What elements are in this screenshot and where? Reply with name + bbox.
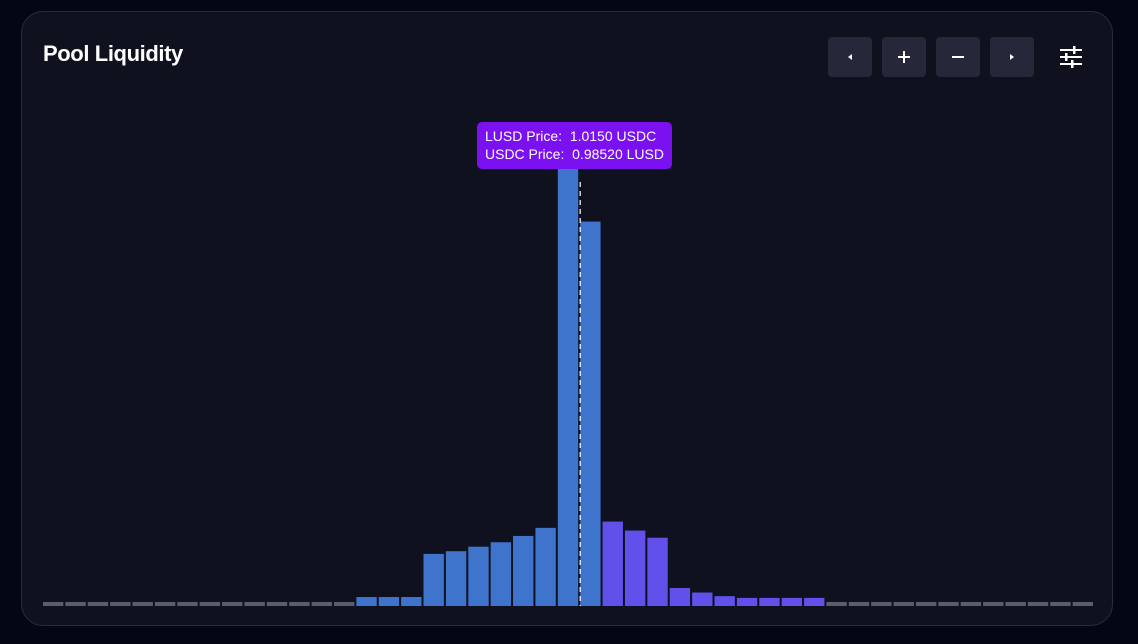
liquidity-bar[interactable]: [490, 542, 512, 606]
liquidity-bar[interactable]: [804, 597, 825, 606]
liquidity-chart: [43, 159, 1093, 606]
minus-icon: [952, 56, 964, 58]
liquidity-bar[interactable]: [1072, 602, 1093, 606]
price-tooltip: LUSD Price: 1.0150 USDC USDC Price: 0.98…: [477, 122, 672, 169]
liquidity-bar[interactable]: [87, 602, 109, 606]
pool-liquidity-card: Pool Liquidity: [21, 11, 1113, 626]
settings-button[interactable]: [1056, 42, 1086, 72]
liquidity-bar[interactable]: [669, 588, 691, 606]
plus-icon: [898, 51, 910, 63]
liquidity-bar[interactable]: [781, 597, 803, 606]
zoom-in-button[interactable]: [882, 37, 926, 77]
liquidity-bar[interactable]: [65, 602, 86, 606]
liquidity-bar[interactable]: [938, 602, 959, 606]
liquidity-bar[interactable]: [154, 602, 176, 606]
usdc-price-label: USDC Price:: [485, 146, 565, 162]
liquidity-bar[interactable]: [759, 597, 780, 606]
page-title: Pool Liquidity: [43, 41, 183, 66]
zoom-out-button[interactable]: [936, 37, 980, 77]
liquidity-bar[interactable]: [692, 592, 713, 606]
liquidity-bar[interactable]: [1050, 602, 1071, 606]
pan-left-button[interactable]: [828, 37, 872, 77]
liquidity-bar[interactable]: [624, 530, 646, 606]
liquidity-bar[interactable]: [177, 602, 198, 606]
liquidity-bar[interactable]: [266, 602, 288, 606]
lusd-price-label: LUSD Price:: [485, 128, 563, 144]
liquidity-bar[interactable]: [736, 597, 758, 606]
liquidity-bar[interactable]: [222, 602, 243, 606]
liquidity-bar[interactable]: [983, 602, 1004, 606]
liquidity-bar[interactable]: [535, 527, 556, 606]
liquidity-bar[interactable]: [110, 602, 131, 606]
liquidity-bar[interactable]: [244, 602, 265, 606]
liquidity-bar[interactable]: [602, 521, 623, 606]
liquidity-bar[interactable]: [132, 602, 153, 606]
liquidity-bar[interactable]: [289, 602, 310, 606]
liquidity-bar[interactable]: [199, 602, 221, 606]
liquidity-bar[interactable]: [468, 546, 489, 606]
liquidity-bar[interactable]: [423, 553, 444, 606]
usdc-price-value: 0.98520 LUSD: [572, 146, 664, 162]
liquidity-bar[interactable]: [893, 602, 914, 606]
liquidity-bar[interactable]: [557, 159, 579, 606]
liquidity-bar[interactable]: [848, 602, 870, 606]
liquidity-bar[interactable]: [43, 602, 64, 606]
liquidity-bar[interactable]: [445, 551, 467, 606]
liquidity-bar[interactable]: [826, 602, 847, 606]
sliders-icon: [1060, 46, 1082, 68]
triangle-right-icon: [1010, 54, 1014, 60]
liquidity-bar[interactable]: [1005, 602, 1026, 606]
liquidity-bar[interactable]: [356, 597, 377, 606]
liquidity-bar[interactable]: [1027, 602, 1049, 606]
pan-right-button[interactable]: [990, 37, 1034, 77]
triangle-left-icon: [848, 54, 852, 60]
liquidity-bar[interactable]: [915, 602, 937, 606]
liquidity-bar[interactable]: [647, 537, 668, 606]
liquidity-bar[interactable]: [580, 221, 601, 606]
liquidity-bar[interactable]: [401, 597, 422, 606]
liquidity-bar[interactable]: [871, 602, 892, 606]
chart-controls: [828, 37, 1034, 77]
lusd-price-value: 1.0150 USDC: [569, 128, 657, 144]
liquidity-bar[interactable]: [714, 596, 735, 606]
liquidity-bar[interactable]: [333, 602, 355, 606]
liquidity-bar[interactable]: [513, 535, 534, 606]
liquidity-bar[interactable]: [378, 597, 400, 606]
liquidity-bar[interactable]: [960, 602, 982, 606]
liquidity-bar[interactable]: [311, 602, 332, 606]
